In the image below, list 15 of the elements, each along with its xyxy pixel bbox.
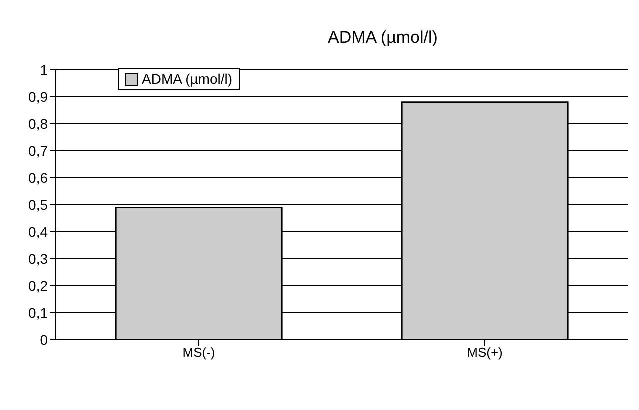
y-tick-label: 0,8: [28, 116, 48, 132]
y-tick-label: 0,5: [28, 196, 48, 213]
y-tick-label: 0,4: [28, 224, 48, 240]
x-tick-label: MS(+): [467, 345, 503, 360]
y-tick-label: 0,7: [28, 142, 48, 159]
legend-label: ADMA (µmol/l): [141, 71, 233, 87]
y-tick-label: 0,2: [28, 278, 48, 294]
y-tick-label: 1: [40, 62, 48, 78]
y-tick-label: 0: [40, 332, 48, 348]
y-tick-label: 0,3: [28, 250, 48, 267]
y-tick-label: 0,1: [28, 304, 48, 321]
y-tick-label: 0,6: [28, 170, 48, 186]
y-tick-label: 0,9: [28, 88, 48, 105]
chart-title: ADMA (µmol/l): [327, 28, 439, 48]
x-tick-label: MS(-): [182, 345, 216, 360]
